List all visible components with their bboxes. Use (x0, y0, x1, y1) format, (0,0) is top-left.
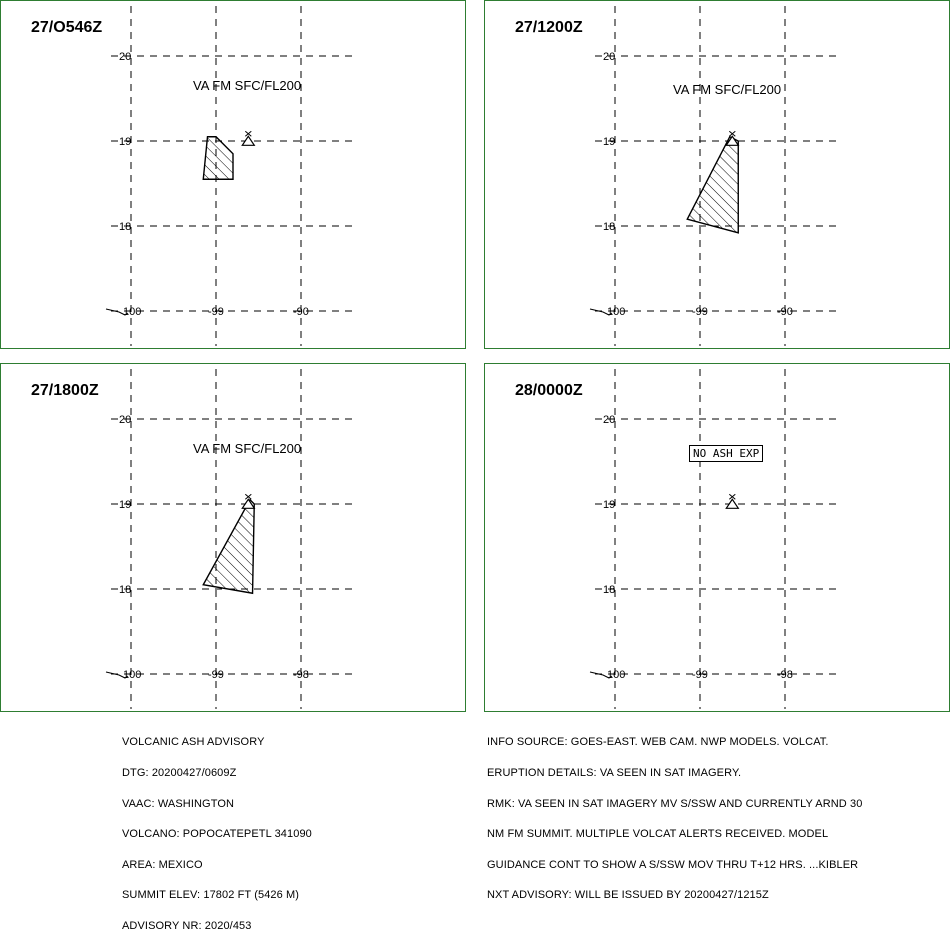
lon-tick-label: 100 (123, 306, 141, 318)
lat-tick-label: 19 (603, 499, 615, 511)
forecast-panel-1200z: 20 19 18 100 -99 -90 27/1200Z VA FM SFC/FL200 (484, 0, 950, 349)
va-level-label: VA FM SFC/FL200 (673, 82, 782, 97)
lat-tick-label: 20 (119, 414, 131, 426)
advisory-header-block: VOLCANIC ASH ADVISORY DTG: 20200427/0609… (122, 717, 312, 941)
coastline-fragment (589, 308, 613, 316)
volcano-triangle-icon (241, 130, 256, 146)
lon-tick-label: -99 (208, 669, 224, 681)
lon-tick-label: -99 (208, 306, 224, 318)
remarks-line: NXT ADVISORY: WILL BE ISSUED BY 20200427… (487, 889, 769, 902)
no-ash-expected-box: NO ASH EXP (689, 445, 764, 462)
advisory-line: DTG: 20200427/0609Z (122, 767, 237, 779)
lat-tick-label: 20 (119, 51, 131, 63)
lon-tick-label: -90 (293, 306, 309, 318)
panel-time-label: 27/1200Z (515, 19, 583, 36)
ash-cloud-polygon (686, 135, 739, 234)
lon-tick-label: -99 (692, 669, 708, 681)
panel-time-label: 27/O546Z (31, 19, 103, 36)
coastline-fragment (105, 308, 129, 316)
advisory-line: SUMMIT ELEV: 17802 FT (5426 M) (122, 889, 300, 902)
forecast-panel-0000z: 20 19 18 100 -99 -98 28/0000Z NO ASH EXP (484, 363, 950, 712)
map-grid-0: 20 19 18 100 -99 -90 (105, 6, 353, 346)
lat-tick-label: 18 (119, 221, 131, 233)
lon-tick-label: 100 (607, 669, 625, 681)
lat-tick-label: 19 (119, 499, 131, 511)
volcano-triangle-icon (725, 130, 740, 146)
ash-cloud-polygon (202, 136, 234, 180)
coastline-fragment (105, 671, 129, 679)
lon-tick-label: 100 (123, 669, 141, 681)
lon-tick-label: -98 (777, 669, 793, 681)
lat-tick-label: 18 (603, 584, 615, 596)
lon-tick-label: -98 (293, 669, 309, 681)
remarks-line: ERUPTION DETAILS: VA SEEN IN SAT IMAGERY… (487, 767, 742, 779)
advisory-line: VOLCANIC ASH ADVISORY (122, 736, 265, 749)
remarks-line: INFO SOURCE: GOES-EAST. WEB CAM. NWP MOD… (487, 736, 829, 749)
lon-tick-label: -99 (692, 306, 708, 318)
remarks-line: RMK: VA SEEN IN SAT IMAGERY MV S/SSW AND… (487, 797, 863, 810)
va-level-label: VA FM SFC/FL200 (193, 78, 302, 93)
lat-tick-label: 19 (119, 136, 131, 148)
panel-time-label: 27/1800Z (31, 382, 99, 399)
lon-tick-label: -90 (777, 306, 793, 318)
volcano-triangle-icon (725, 493, 740, 509)
forecast-panel-1800z: 20 19 18 100 -99 -98 27/1800Z VA FM SFC/FL200 (0, 363, 466, 712)
advisory-remarks-block: INFO SOURCE: GOES-EAST. WEB CAM. NWP MOD… (487, 717, 862, 911)
va-level-label: VA FM SFC/FL200 (193, 441, 302, 456)
advisory-line: AREA: MEXICO (122, 858, 203, 871)
map-grid-2: 20 19 18 100 -99 -98 (105, 369, 353, 709)
lat-tick-label: 19 (603, 136, 615, 148)
lat-tick-label: 18 (603, 221, 615, 233)
map-grid-1: 20 19 18 100 -99 -90 (589, 6, 837, 346)
remarks-line: NM FM SUMMIT. MULTIPLE VOLCAT ALERTS REC… (487, 828, 829, 841)
forecast-panel-0546z: 20 19 18 100 -99 -90 27/O546Z VA FM SFC/FL200 (0, 0, 466, 349)
panel-time-label: 28/0000Z (515, 382, 583, 399)
lat-tick-label: 18 (119, 584, 131, 596)
coastline-fragment (589, 671, 613, 679)
ash-cloud-polygon (202, 498, 255, 595)
advisory-line: VOLCANO: POPOCATEPETL 341090 (122, 828, 312, 841)
volcano-triangle-icon (241, 493, 256, 509)
lon-tick-label: 100 (607, 306, 625, 318)
advisory-line: VAAC: WASHINGTON (122, 797, 235, 810)
advisory-line: ADVISORY NR: 2020/453 (122, 919, 252, 932)
lat-tick-label: 20 (603, 51, 615, 63)
map-grid-3: 20 19 18 100 -99 -98 (589, 369, 837, 709)
remarks-line: GUIDANCE CONT TO SHOW A S/SSW MOV THRU T… (487, 858, 859, 871)
lat-tick-label: 20 (603, 414, 615, 426)
